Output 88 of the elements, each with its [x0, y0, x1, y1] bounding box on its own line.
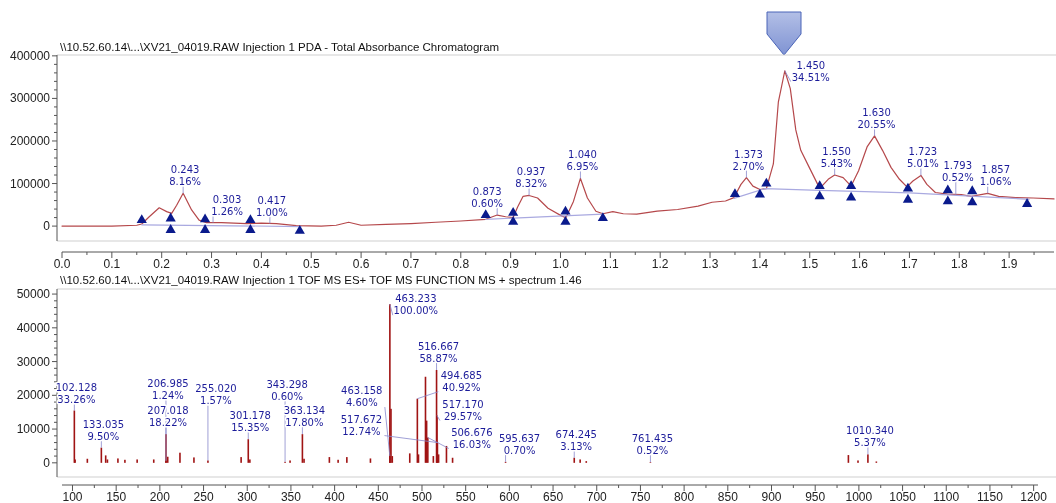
annotation: 1.040 6.95% — [566, 149, 599, 173]
x-tick-label: 500 — [411, 490, 433, 503]
x-tick-label: 450 — [368, 490, 389, 503]
x-tick-label: 0.5 — [302, 257, 320, 271]
x-tick-label: 700 — [586, 490, 608, 503]
x-tick-label: 850 — [717, 490, 739, 503]
x-tick-label: 250 — [193, 490, 214, 503]
annotation: 494.685 40.92% — [440, 369, 483, 393]
annotation: 1.450 34.51% — [791, 59, 830, 83]
annotation: 1.793 0.52% — [941, 159, 974, 183]
annotation: 207.018 18.22% — [147, 405, 189, 429]
annotation: 363.134 17.80% — [283, 405, 326, 429]
x-tick-label: 1.8 — [950, 257, 968, 271]
x-tick-label: 400 — [324, 490, 345, 503]
annotation: 463.158 4.60% — [341, 385, 383, 409]
x-tick-label: 1.9 — [1000, 257, 1018, 271]
x-tick-label: 0.2 — [153, 257, 171, 271]
annotation: 206.985 1.24% — [147, 377, 189, 401]
annotation: 0.417 1.00% — [255, 194, 288, 218]
annotation: 343.298 0.60% — [266, 378, 308, 402]
annotation: 133.035 9.50% — [82, 418, 125, 442]
x-tick-label: 750 — [630, 490, 651, 503]
annotation: 1.373 2.70% — [732, 148, 765, 172]
annotation: 1.723 5.01% — [907, 146, 939, 170]
y-tick-label: 30000 — [16, 354, 51, 369]
x-tick-label: 200 — [149, 490, 171, 503]
annotation: 463.233 100.00% — [393, 293, 439, 317]
y-tick-label: 10000 — [16, 422, 51, 437]
x-tick-label: 0.7 — [402, 257, 420, 271]
annotation: 595.637 0.70% — [498, 432, 541, 456]
x-tick-label: 1100 — [933, 490, 960, 503]
y-tick-label: 0 — [43, 455, 51, 470]
annotation: 761.435 0.52% — [631, 433, 674, 457]
x-tick-label: 1150 — [977, 490, 1004, 503]
x-tick-label: 600 — [499, 490, 520, 503]
x-tick-label: 0.4 — [253, 257, 271, 271]
x-tick-label: 0.8 — [452, 257, 470, 271]
x-tick-label: 0.6 — [352, 257, 370, 271]
x-tick-label: 1.7 — [901, 257, 919, 271]
annotation: 1.550 5.43% — [820, 146, 853, 170]
annotation: 674.245 3.13% — [555, 428, 597, 452]
annotation: 506.676 16.03% — [451, 426, 493, 450]
x-tick-label: 650 — [543, 490, 564, 503]
x-tick-label: 1.1 — [602, 257, 620, 271]
x-tick-label: 1050 — [889, 490, 917, 503]
x-tick-label: 300 — [237, 490, 258, 503]
x-tick-label: 0.3 — [203, 257, 221, 271]
annotation: 1.857 1.06% — [979, 164, 1012, 188]
x-tick-label: 1.2 — [651, 257, 669, 271]
chart-title: \\10.52.60.14\...\XV21_04019.RAW Injection 1 PDA - Total Absorbance Chromatogram — [60, 41, 500, 53]
x-tick-label: 0.9 — [502, 257, 520, 271]
annotation: 517.672 12.74% — [340, 413, 383, 437]
annotation: 0.937 8.32% — [515, 166, 547, 190]
x-tick-label: 1.5 — [801, 257, 819, 271]
x-tick-label: 1000 — [845, 490, 873, 503]
x-tick-label: 350 — [280, 490, 302, 503]
y-tick-label: 400000 — [9, 48, 51, 63]
y-tick-label: 200000 — [9, 133, 51, 148]
annotation: 1.630 20.55% — [857, 106, 896, 130]
chart-title: \\10.52.60.14\...\XV21_04019.RAW Injection 1 TOF MS ES+ TOF MS FUNCTION MS + spectrum 1.46 — [60, 274, 582, 286]
annotation: 1010.340 5.37% — [846, 425, 894, 449]
y-tick-label: 20000 — [16, 388, 51, 403]
x-tick-label: 100 — [62, 490, 83, 503]
x-tick-label: 0.0 — [53, 257, 71, 271]
x-tick-label: 900 — [761, 490, 782, 503]
y-tick-label: 300000 — [9, 91, 51, 106]
annotation: 255.020 1.57% — [195, 383, 237, 407]
x-tick-label: 150 — [106, 490, 127, 503]
annotation: 0.303 1.26% — [211, 193, 243, 217]
annotation: 516.667 58.87% — [417, 341, 460, 365]
annotation: 0.873 0.60% — [471, 186, 504, 210]
y-tick-label: 40000 — [16, 320, 51, 335]
x-tick-label: 800 — [674, 490, 695, 503]
annotation: 517.170 29.57% — [442, 398, 484, 422]
y-tick-label: 50000 — [16, 287, 51, 302]
x-tick-label: 1.6 — [851, 257, 869, 271]
x-tick-label: 1200 — [1020, 490, 1048, 503]
x-tick-label: 550 — [455, 490, 477, 503]
annotation: 102.128 33.26% — [55, 381, 98, 405]
x-tick-label: 1.0 — [552, 257, 570, 271]
x-tick-label: 0.1 — [103, 257, 121, 271]
y-tick-label: 0 — [43, 219, 51, 234]
x-tick-label: 1.3 — [701, 257, 719, 271]
annotation: 0.243 8.16% — [169, 164, 202, 188]
x-tick-label: 950 — [805, 490, 826, 503]
y-tick-label: 100000 — [9, 176, 51, 191]
annotation: 301.178 15.35% — [229, 410, 271, 434]
x-tick-label: 1.4 — [751, 257, 769, 271]
